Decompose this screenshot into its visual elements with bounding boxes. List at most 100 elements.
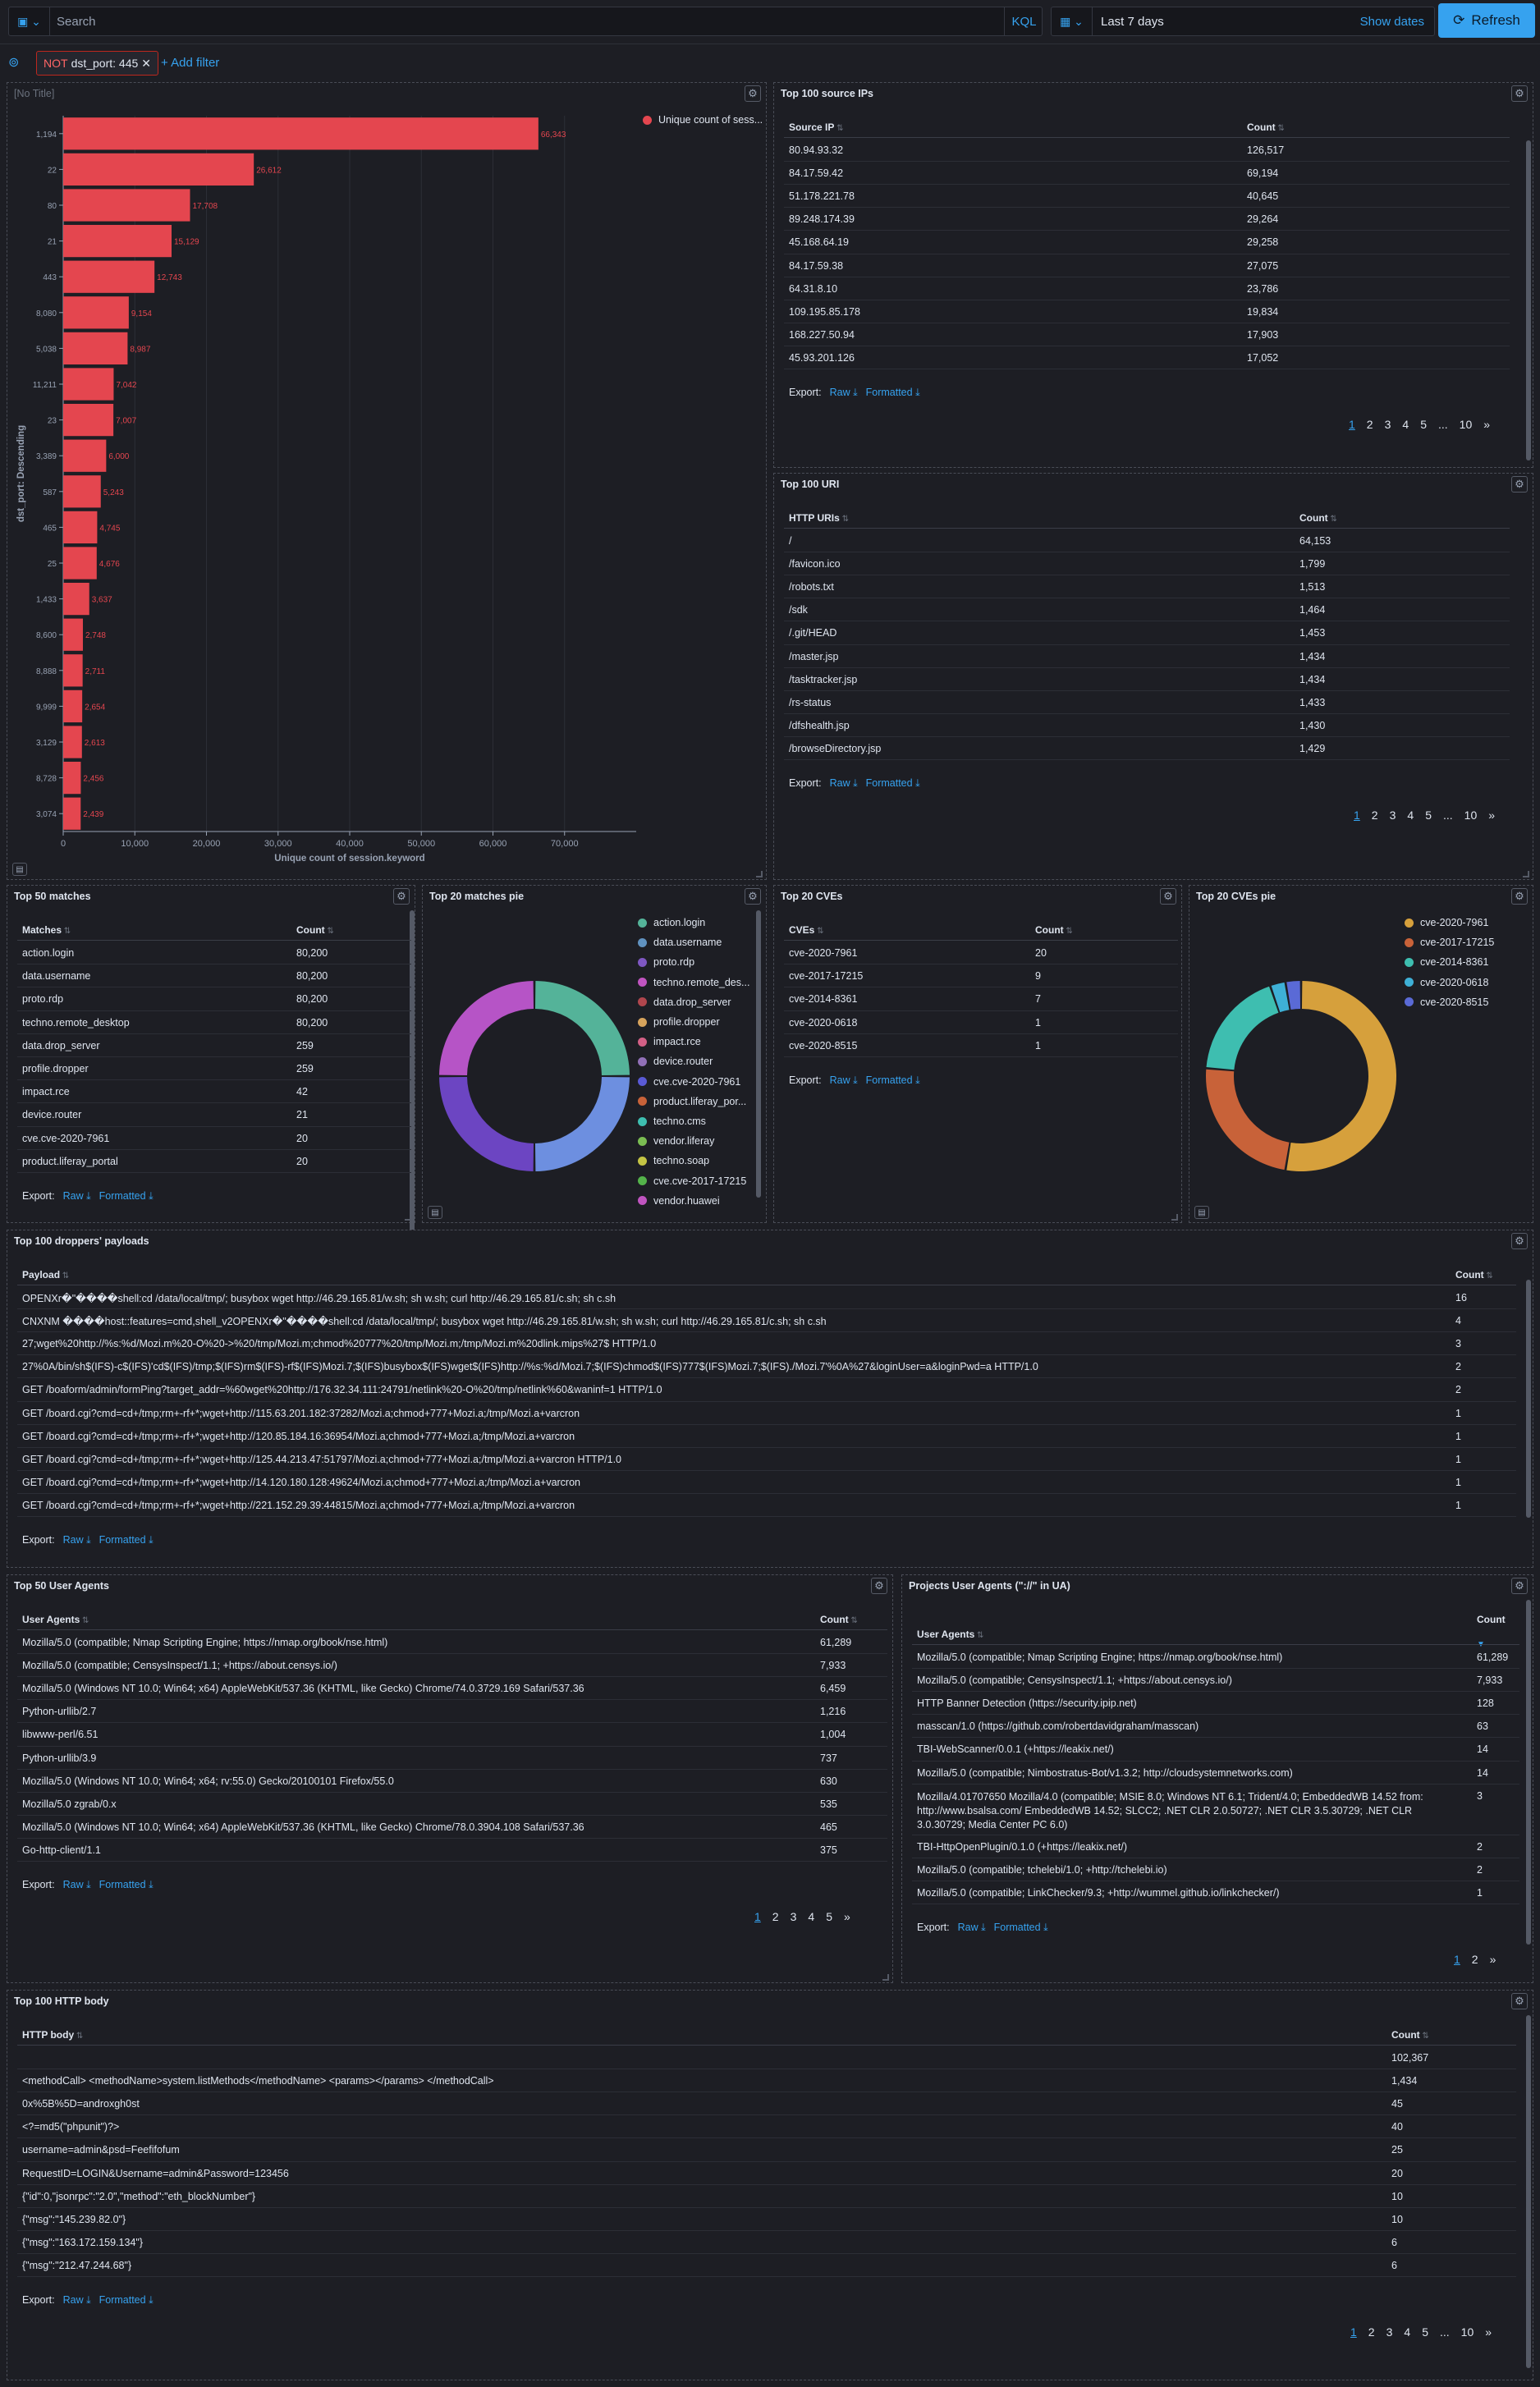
bar[interactable]: [63, 117, 539, 150]
legend-item[interactable]: Unique count of sess...: [643, 114, 763, 126]
table-toggle-icon[interactable]: ▤: [428, 1206, 442, 1219]
export-raw-link[interactable]: Raw ⤓: [830, 777, 858, 789]
column-header[interactable]: Count ⇅: [296, 924, 334, 936]
column-header[interactable]: Count ⇅: [1035, 924, 1073, 936]
close-icon[interactable]: ✕: [141, 56, 152, 70]
bar[interactable]: [63, 475, 101, 508]
bar[interactable]: [63, 511, 98, 544]
page-link[interactable]: 10: [1460, 2325, 1474, 2339]
export-formatted-link[interactable]: Formatted ⤓: [994, 1922, 1048, 1933]
legend-item[interactable]: cve.cve-2020-7961: [638, 1076, 740, 1088]
legend-item[interactable]: action.login: [638, 917, 705, 928]
legend-item[interactable]: techno.remote_des...: [638, 977, 749, 988]
column-header[interactable]: Count ⇅: [1247, 121, 1285, 133]
bar[interactable]: [63, 439, 107, 472]
page-link[interactable]: 1: [1354, 809, 1360, 822]
gear-icon[interactable]: ⚙: [1160, 888, 1176, 905]
gear-icon[interactable]: ⚙: [1511, 85, 1528, 102]
pie-slice[interactable]: [534, 1076, 630, 1171]
page-link[interactable]: 1: [754, 1910, 761, 1923]
next-page-icon[interactable]: »: [1485, 2325, 1492, 2339]
pie-slice[interactable]: [439, 981, 534, 1076]
page-link[interactable]: 4: [808, 1910, 815, 1923]
column-header[interactable]: Count ⇅: [1391, 2029, 1429, 2041]
bar[interactable]: [63, 368, 114, 401]
page-link[interactable]: 5: [1422, 2325, 1428, 2339]
export-formatted-link[interactable]: Formatted ⤓: [866, 777, 920, 789]
page-link[interactable]: 10: [1459, 418, 1473, 431]
export-raw-link[interactable]: Raw ⤓: [830, 1074, 858, 1086]
export-raw-link[interactable]: Raw ⤓: [63, 1190, 91, 1202]
bar[interactable]: [63, 260, 155, 293]
export-raw-link[interactable]: Raw ⤓: [830, 387, 858, 398]
bar[interactable]: [63, 332, 128, 365]
kql-toggle[interactable]: KQL: [1004, 7, 1043, 35]
next-page-icon[interactable]: »: [843, 1910, 850, 1923]
add-filter-link[interactable]: + Add filter: [161, 56, 220, 70]
page-link[interactable]: 4: [1404, 2325, 1411, 2339]
column-header[interactable]: Matches ⇅: [22, 924, 71, 936]
export-formatted-link[interactable]: Formatted ⤓: [99, 1190, 154, 1202]
column-header[interactable]: Count ⇅: [820, 1614, 858, 1625]
page-link[interactable]: ...: [1439, 2325, 1450, 2339]
legend-item[interactable]: cve-2017-17215: [1405, 937, 1494, 948]
page-link[interactable]: 2: [1368, 2325, 1375, 2339]
page-link[interactable]: 3: [1384, 418, 1391, 431]
scrollbar[interactable]: [1526, 2015, 1531, 2368]
scrollbar[interactable]: [1526, 1600, 1531, 1945]
page-link[interactable]: 5: [1425, 809, 1432, 822]
export-raw-link[interactable]: Raw ⤓: [63, 1879, 91, 1890]
bar[interactable]: [63, 153, 254, 186]
legend-item[interactable]: cve-2014-8361: [1405, 956, 1488, 968]
column-header[interactable]: User Agents ⇅: [917, 1629, 983, 1640]
resize-handle[interactable]: [1171, 1214, 1178, 1221]
next-page-icon[interactable]: »: [1489, 1953, 1496, 1966]
bar[interactable]: [63, 761, 81, 795]
page-link[interactable]: 2: [1366, 418, 1373, 431]
column-header[interactable]: HTTP body ⇅: [22, 2029, 83, 2041]
export-formatted-link[interactable]: Formatted ⤓: [866, 1074, 920, 1086]
legend-item[interactable]: techno.soap: [638, 1155, 709, 1166]
gear-icon[interactable]: ⚙: [1511, 476, 1528, 493]
page-link[interactable]: 2: [772, 1910, 779, 1923]
gear-icon[interactable]: ⚙: [745, 888, 761, 905]
bar[interactable]: [63, 690, 83, 723]
gear-icon[interactable]: ⚙: [1511, 888, 1528, 905]
pie-slice[interactable]: [534, 981, 630, 1076]
search-input[interactable]: Search: [57, 15, 96, 29]
legend-item[interactable]: device.router: [638, 1056, 713, 1067]
scrollbar[interactable]: [410, 910, 415, 1235]
page-link[interactable]: 3: [790, 1910, 797, 1923]
bar[interactable]: [63, 618, 83, 651]
page-link[interactable]: 3: [1389, 809, 1396, 822]
legend-item[interactable]: data.username: [638, 937, 722, 948]
bar[interactable]: [63, 797, 81, 830]
page-link[interactable]: 10: [1464, 809, 1478, 822]
bar[interactable]: [63, 547, 97, 580]
bar[interactable]: [63, 582, 89, 616]
bar[interactable]: [63, 189, 190, 222]
page-link[interactable]: 5: [826, 1910, 832, 1923]
page-link[interactable]: 5: [1420, 418, 1427, 431]
page-link[interactable]: 4: [1402, 418, 1409, 431]
legend-item[interactable]: profile.dropper: [638, 1016, 720, 1028]
scrollbar[interactable]: [1526, 140, 1531, 460]
calendar-icon[interactable]: ▦ ⌄: [1052, 7, 1093, 35]
gear-icon[interactable]: ⚙: [1511, 1993, 1528, 2009]
legend-item[interactable]: cve-2020-8515: [1405, 996, 1488, 1008]
page-link[interactable]: ...: [1437, 418, 1448, 431]
page-link[interactable]: ...: [1442, 809, 1453, 822]
legend-item[interactable]: cve-2020-0618: [1405, 977, 1488, 988]
gear-icon[interactable]: ⚙: [1511, 1578, 1528, 1594]
filter-pill[interactable]: NOT dst_port: 445 ✕: [36, 51, 159, 76]
legend-item[interactable]: techno.cms: [638, 1116, 706, 1127]
pie-slice[interactable]: [1286, 981, 1396, 1171]
export-formatted-link[interactable]: Formatted ⤓: [99, 1879, 154, 1890]
page-link[interactable]: 1: [1454, 1953, 1460, 1966]
legend-item[interactable]: vendor.huawei: [638, 1195, 720, 1207]
column-header[interactable]: Count ⇅: [1299, 512, 1337, 524]
scrollbar[interactable]: [756, 910, 761, 1198]
pie-slice[interactable]: [1286, 981, 1301, 1010]
column-header[interactable]: Count ⇅: [1455, 1269, 1493, 1281]
legend-item[interactable]: product.liferay_por...: [638, 1096, 746, 1107]
